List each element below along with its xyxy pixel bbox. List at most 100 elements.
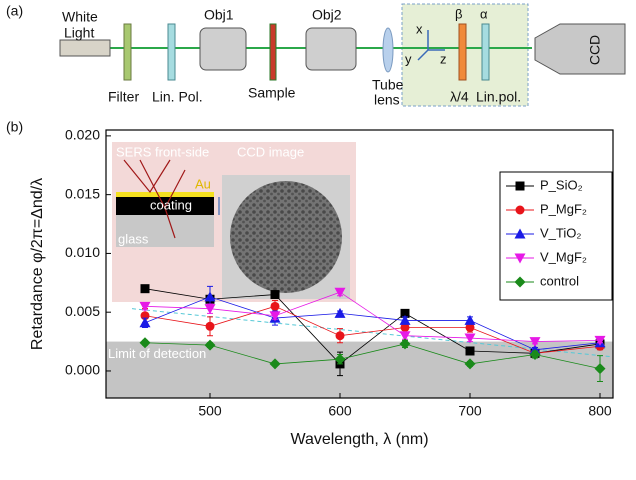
label: Lin.pol. (476, 89, 521, 105)
marker (594, 335, 606, 346)
marker (270, 301, 280, 311)
inset-label: coating (150, 197, 192, 212)
marker (529, 337, 541, 348)
x-tick-label: 700 (458, 403, 482, 419)
marker (515, 181, 525, 191)
objective-1 (199, 27, 247, 71)
polarizer-plate (167, 23, 176, 81)
quarter-wave-plate (458, 23, 467, 81)
axis-name: z (440, 51, 447, 66)
inset-label: SERS front-side (116, 144, 209, 159)
label: Lin. Pol. (152, 89, 203, 105)
series-line (144, 296, 601, 351)
coating-layer (116, 197, 214, 215)
inset-label: CCD image (237, 144, 304, 159)
marker (400, 308, 410, 318)
marker (139, 301, 151, 312)
marker (514, 228, 526, 239)
legend-label: V_TiO₂ (540, 225, 581, 240)
inset-label: glass (118, 231, 149, 246)
marker (514, 253, 526, 264)
label: White (62, 9, 98, 25)
marker (334, 307, 346, 318)
x-tick-label: 600 (328, 403, 352, 419)
inset-label: Au (195, 176, 211, 191)
marker (140, 284, 150, 294)
panel-label: (a) (6, 3, 23, 19)
ccd-spot (230, 181, 342, 293)
detection-limit-label: Limit of detection (108, 346, 206, 361)
series (139, 287, 606, 348)
series-line (144, 305, 601, 354)
label: lens (374, 92, 400, 108)
marker (464, 333, 476, 344)
marker (204, 291, 216, 302)
series (139, 337, 606, 383)
marker (400, 322, 410, 332)
label: λ/4 (450, 89, 469, 105)
marker (399, 314, 411, 325)
label: α (480, 6, 488, 21)
marker (515, 205, 525, 215)
ccd-camera (534, 23, 626, 75)
y-tick-label: 0.010 (65, 244, 100, 260)
x-axis-label: Wavelength, λ (nm) (290, 431, 428, 448)
label: Filter (108, 89, 139, 105)
x-tick-label: 500 (198, 403, 222, 419)
marker (204, 339, 216, 351)
label: CCD (587, 35, 603, 65)
marker (514, 276, 526, 288)
marker (464, 314, 476, 325)
y-tick-label: 0.020 (65, 127, 100, 143)
y-tick-label: 0.005 (65, 303, 100, 319)
objective-2 (305, 27, 357, 71)
label: β (455, 6, 462, 21)
marker (269, 358, 281, 370)
label: Light (64, 25, 94, 41)
x-tick-label: 800 (588, 403, 612, 419)
y-tick-label: 0.000 (65, 362, 100, 378)
light-rays (123, 159, 186, 239)
marker (270, 290, 280, 300)
marker (464, 358, 476, 370)
legend-label: control (540, 273, 579, 288)
setup-diagram: (a) White Light Filter Lin. Pol. Obj1 Sa… (6, 3, 626, 108)
marker (204, 304, 216, 315)
legend-label: V_MgF₂ (540, 249, 587, 264)
legend-label: P_MgF₂ (540, 201, 587, 216)
tube-lens (382, 27, 394, 73)
marker (465, 346, 475, 356)
marker (465, 322, 475, 332)
analyzer-plate (481, 23, 490, 81)
marker (139, 317, 151, 328)
label: Obj1 (204, 7, 234, 23)
marker (334, 287, 346, 298)
axes-glyph (417, 30, 445, 61)
series-line (144, 288, 601, 365)
marker (139, 337, 151, 349)
y-axis-label: Retardance φ/2π=Δnd/λ (29, 178, 46, 350)
plot-frame (105, 129, 614, 399)
label: Sample (248, 85, 296, 101)
label: Tube (372, 77, 404, 93)
marker (335, 331, 345, 341)
glass-layer (116, 215, 214, 247)
panel-label: (b) (6, 119, 23, 135)
marker (594, 363, 606, 375)
filter-plate (123, 23, 132, 81)
y-tick-label: 0.015 (65, 185, 100, 201)
series-line (144, 291, 601, 342)
label: Obj2 (312, 7, 342, 23)
marker (334, 353, 346, 365)
legend-label: P_SiO₂ (540, 177, 583, 192)
au-layer (116, 192, 214, 197)
marker (399, 331, 411, 342)
light-source (59, 39, 111, 57)
axis-name: x (416, 21, 423, 36)
series-line (144, 342, 601, 370)
sample-slide (269, 23, 277, 81)
marker (269, 311, 281, 322)
